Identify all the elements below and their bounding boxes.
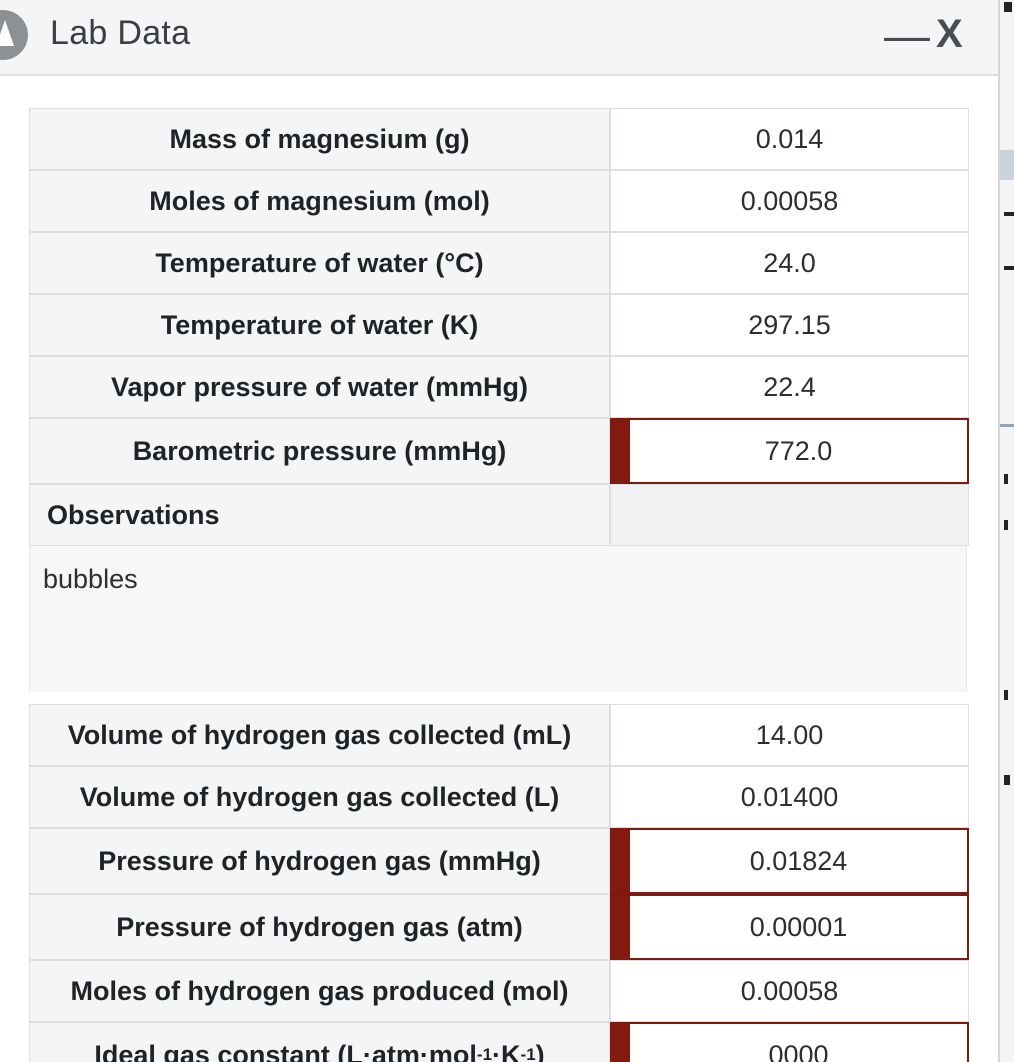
row-label-superscript: -1	[476, 1045, 493, 1062]
row-label-text-mid: ·K	[492, 1039, 521, 1062]
table-row: Temperature of water (K) 297.15	[29, 294, 969, 356]
row-label: Temperature of water (°C)	[29, 232, 610, 294]
table-row: Barometric pressure (mmHg) 772.0	[29, 418, 969, 484]
close-button[interactable]: X	[936, 12, 963, 56]
row-label: Volume of hydrogen gas collected (mL)	[29, 704, 610, 766]
background-shape	[1000, 150, 1014, 180]
table-gap	[29, 692, 969, 704]
table-row: Pressure of hydrogen gas (atm) 0.00001	[29, 894, 969, 960]
hydrogen-pressure-atm-input[interactable]: 0.00001	[610, 894, 969, 960]
background-line	[1000, 424, 1014, 427]
row-label: Moles of hydrogen gas produced (mol)	[29, 960, 610, 1022]
row-value: 24.0	[610, 232, 969, 294]
table-row: Volume of hydrogen gas collected (mL) 14…	[29, 704, 969, 766]
observations-textarea[interactable]: bubbles	[29, 546, 967, 692]
row-value: 0.00058	[610, 170, 969, 232]
row-label-superscript: -1	[520, 1045, 536, 1062]
row-label: Pressure of hydrogen gas (atm)	[29, 894, 610, 960]
row-value: 14.00	[610, 704, 969, 766]
window-title: Lab Data	[50, 14, 191, 52]
observations-header-cell	[610, 484, 969, 546]
table-row: Volume of hydrogen gas collected (L) 0.0…	[29, 766, 969, 828]
background-mark	[1004, 266, 1014, 270]
hydrogen-pressure-mmhg-input[interactable]: 0.01824	[610, 828, 969, 894]
barometric-pressure-input[interactable]: 772.0	[610, 418, 969, 484]
background-mark	[1004, 520, 1008, 530]
background-strip	[1000, 0, 1014, 1062]
row-label: Temperature of water (K)	[29, 294, 610, 356]
table-row: Moles of hydrogen gas produced (mol) 0.0…	[29, 960, 969, 1022]
table-row: Ideal gas constant (L·atm·mol -1 ·K -1) 000…	[29, 1022, 969, 1062]
table-row: Temperature of water (°C) 24.0	[29, 232, 969, 294]
lab-data-table: Mass of magnesium (g) 0.014 Moles of mag…	[29, 108, 969, 1062]
row-label: Pressure of hydrogen gas (mmHg)	[29, 828, 610, 894]
flask-icon	[0, 10, 28, 60]
observations-label: Observations	[29, 484, 610, 546]
row-label: Volume of hydrogen gas collected (L)	[29, 766, 610, 828]
row-value: 297.15	[610, 294, 969, 356]
observations-text: bubbles	[43, 564, 138, 594]
background-mark	[1004, 775, 1010, 785]
row-label: Mass of magnesium (g)	[29, 108, 610, 170]
row-label: Vapor pressure of water (mmHg)	[29, 356, 610, 418]
background-mark	[1004, 2, 1012, 12]
table-row: Mass of magnesium (g) 0.014	[29, 108, 969, 170]
row-label-text: Ideal gas constant (L·atm·mol	[94, 1039, 477, 1062]
table-row: Moles of magnesium (mol) 0.00058	[29, 170, 969, 232]
background-mark	[1004, 690, 1008, 700]
window-titlebar[interactable]: Lab Data — X	[0, 0, 998, 76]
row-value: 22.4	[610, 356, 969, 418]
row-label: Ideal gas constant (L·atm·mol -1 ·K -1)	[29, 1022, 610, 1062]
observations-header: Observations	[29, 484, 969, 546]
table-row: Vapor pressure of water (mmHg) 22.4	[29, 356, 969, 418]
row-value: 0.00058	[610, 960, 969, 1022]
row-value: 0.014	[610, 108, 969, 170]
gas-constant-input[interactable]: 0000	[610, 1022, 969, 1062]
row-label: Barometric pressure (mmHg)	[29, 418, 610, 484]
row-label: Moles of magnesium (mol)	[29, 170, 610, 232]
row-label-text-end: )	[535, 1039, 545, 1062]
minimize-button[interactable]: —	[884, 9, 930, 61]
background-mark	[1004, 212, 1014, 216]
row-value: 0.01400	[610, 766, 969, 828]
table-row: Pressure of hydrogen gas (mmHg) 0.01824	[29, 828, 969, 894]
background-mark	[1004, 474, 1008, 484]
